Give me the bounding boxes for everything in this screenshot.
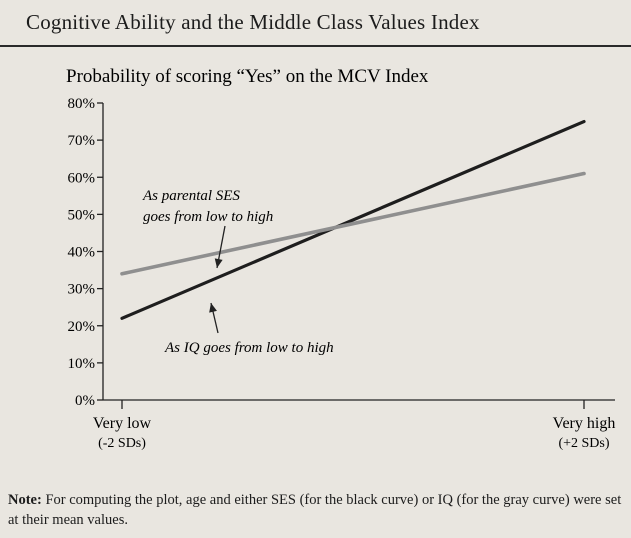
annotation-text: As parental SES [142,188,240,204]
y-ticks: 0% 10% 20% 30% 40% 50% 60% 70% 80% [68,96,103,409]
x-tick-label: Very high [553,415,616,432]
y-tick-label: 80% [68,96,96,112]
annotations: As parental SES goes from low to high As I… [142,188,334,356]
chart: Probability of scoring “Yes” on the MCV … [66,66,615,451]
series-line-iq [120,119,586,320]
y-tick-label: 30% [68,282,96,298]
y-axis-label: Probability of scoring “Yes” on the MCV … [66,66,429,87]
figure-title: Cognitive Ability and the Middle Class V… [26,10,480,34]
series-group [120,119,586,320]
y-tick-label: 10% [68,356,96,372]
y-tick-label: 50% [68,207,96,223]
y-tick-label: 40% [68,245,96,261]
y-tick-label: 20% [68,319,96,335]
x-tick-label: Very low [93,415,152,432]
x-tick-sublabel: (-2 SDs) [98,436,146,451]
annotation-arrowhead [214,258,223,268]
note-text: For computing the plot, age and either S… [8,492,622,528]
note-label: Note: [8,492,42,508]
y-tick-label: 60% [68,170,96,186]
series-line-ses [120,171,586,276]
x-ticks: Very low (-2 SDs) Very high (+2 SDs) [93,400,615,451]
annotation-arrowhead [209,303,217,313]
title-rule [0,45,631,47]
y-tick-label: 0% [75,393,95,409]
x-tick-sublabel: (+2 SDs) [558,436,609,451]
y-tick-label: 70% [68,133,96,149]
annotation-text: goes from low to high [143,209,273,225]
figure-note: Note: For computing the plot, age and ei… [8,490,623,530]
annotation-text: As IQ goes from low to high [164,340,334,356]
